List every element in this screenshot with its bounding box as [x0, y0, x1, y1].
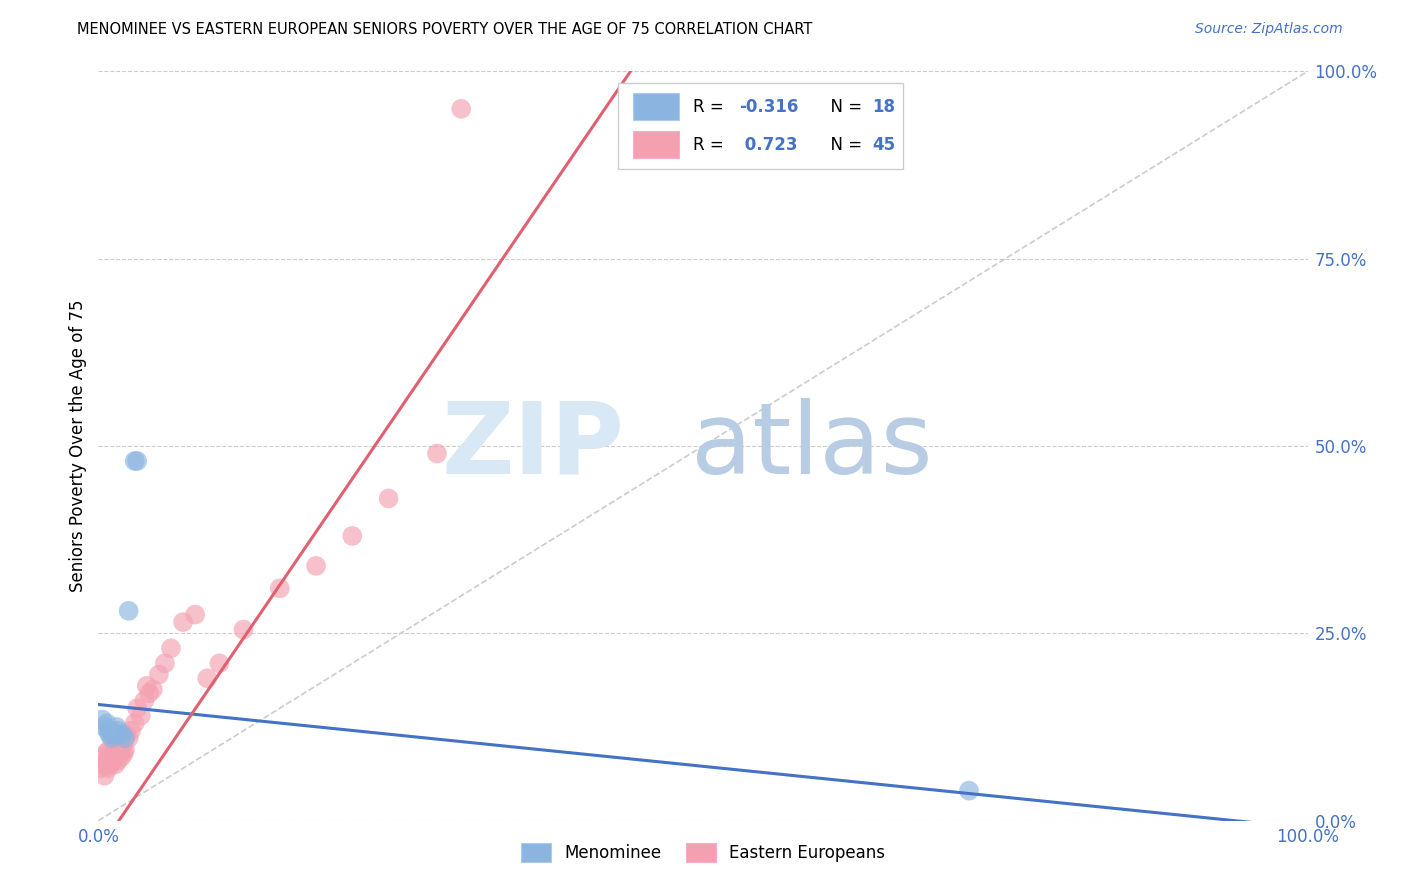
- Point: [104, 757, 127, 772]
- Point: [450, 102, 472, 116]
- Point: [105, 720, 128, 734]
- Point: [101, 727, 124, 741]
- Point: [232, 623, 254, 637]
- Point: [124, 454, 146, 468]
- Point: [148, 667, 170, 681]
- Point: [172, 615, 194, 629]
- Point: [138, 686, 160, 700]
- Point: [100, 723, 122, 738]
- Point: [426, 446, 449, 460]
- Point: [342, 529, 364, 543]
- FancyBboxPatch shape: [633, 94, 679, 120]
- Point: [120, 723, 142, 738]
- FancyBboxPatch shape: [633, 131, 679, 158]
- Text: atlas: atlas: [690, 398, 932, 494]
- Point: [107, 754, 129, 768]
- Point: [100, 757, 122, 772]
- Point: [114, 731, 136, 746]
- Point: [118, 731, 141, 746]
- Text: N =: N =: [820, 136, 868, 153]
- Point: [110, 750, 132, 764]
- Point: [103, 742, 125, 756]
- Point: [957, 783, 980, 797]
- Point: [377, 491, 399, 506]
- Text: 0.723: 0.723: [740, 136, 797, 153]
- Point: [115, 727, 138, 741]
- Point: [107, 723, 129, 738]
- Point: [103, 727, 125, 741]
- Text: R =: R =: [693, 136, 730, 153]
- Point: [129, 708, 152, 723]
- Point: [142, 682, 165, 697]
- Point: [114, 742, 136, 756]
- Point: [91, 713, 114, 727]
- Point: [91, 750, 114, 764]
- Point: [101, 754, 124, 768]
- Point: [108, 727, 131, 741]
- FancyBboxPatch shape: [619, 83, 903, 169]
- Point: [111, 727, 134, 741]
- Point: [118, 604, 141, 618]
- Text: Source: ZipAtlas.com: Source: ZipAtlas.com: [1195, 22, 1343, 37]
- Point: [160, 641, 183, 656]
- Text: 45: 45: [872, 136, 896, 153]
- Text: N =: N =: [820, 98, 868, 116]
- Point: [98, 727, 121, 741]
- Point: [97, 761, 120, 775]
- Text: -0.316: -0.316: [740, 98, 799, 116]
- Point: [93, 720, 115, 734]
- Point: [100, 731, 122, 746]
- Point: [93, 769, 115, 783]
- Point: [153, 657, 176, 671]
- Text: 18: 18: [872, 98, 896, 116]
- Point: [98, 742, 121, 756]
- Text: MENOMINEE VS EASTERN EUROPEAN SENIORS POVERTY OVER THE AGE OF 75 CORRELATION CHA: MENOMINEE VS EASTERN EUROPEAN SENIORS PO…: [77, 22, 813, 37]
- Point: [135, 679, 157, 693]
- Text: R =: R =: [693, 98, 730, 116]
- Point: [108, 746, 131, 760]
- Point: [90, 761, 112, 775]
- Point: [94, 746, 117, 760]
- Point: [96, 754, 118, 768]
- Point: [269, 582, 291, 596]
- Point: [112, 746, 135, 760]
- Legend: Menominee, Eastern Europeans: Menominee, Eastern Europeans: [515, 836, 891, 869]
- Text: ZIP: ZIP: [441, 398, 624, 494]
- Point: [127, 701, 149, 715]
- Point: [195, 671, 218, 685]
- Point: [184, 607, 207, 622]
- Point: [97, 723, 120, 738]
- Point: [96, 716, 118, 731]
- Point: [305, 558, 328, 573]
- Point: [105, 746, 128, 760]
- Point: [124, 716, 146, 731]
- Point: [208, 657, 231, 671]
- Point: [134, 694, 156, 708]
- Point: [100, 750, 122, 764]
- Y-axis label: Seniors Poverty Over the Age of 75: Seniors Poverty Over the Age of 75: [69, 300, 87, 592]
- Point: [108, 731, 131, 746]
- Point: [91, 757, 114, 772]
- Point: [127, 454, 149, 468]
- Point: [111, 739, 134, 753]
